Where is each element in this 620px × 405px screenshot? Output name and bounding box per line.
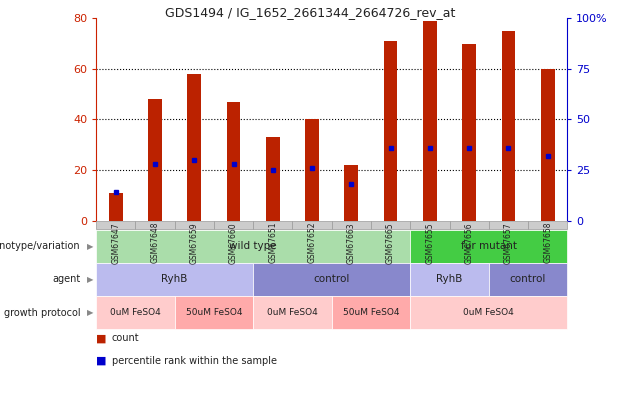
Bar bbox=[305, 119, 319, 221]
Text: 50uM FeSO4: 50uM FeSO4 bbox=[185, 308, 242, 317]
Bar bbox=[423, 21, 436, 221]
Bar bbox=[345, 165, 358, 221]
Text: ▶: ▶ bbox=[87, 275, 93, 284]
Text: ■: ■ bbox=[96, 356, 107, 366]
Text: wild type: wild type bbox=[229, 241, 277, 251]
Text: 0uM FeSO4: 0uM FeSO4 bbox=[463, 308, 514, 317]
Text: control: control bbox=[510, 275, 546, 284]
Text: RyhB: RyhB bbox=[161, 275, 188, 284]
Text: fur mutant: fur mutant bbox=[461, 241, 516, 251]
Text: GSM67648: GSM67648 bbox=[151, 222, 159, 263]
Bar bbox=[148, 99, 162, 221]
Text: count: count bbox=[112, 333, 140, 343]
Bar bbox=[266, 137, 280, 221]
Text: GSM67659: GSM67659 bbox=[190, 222, 199, 264]
Text: ▶: ▶ bbox=[87, 308, 93, 317]
Text: GSM67647: GSM67647 bbox=[111, 222, 120, 264]
Text: genotype/variation: genotype/variation bbox=[0, 241, 81, 251]
Bar bbox=[227, 102, 241, 221]
Text: GSM67658: GSM67658 bbox=[543, 222, 552, 263]
Text: 50uM FeSO4: 50uM FeSO4 bbox=[343, 308, 399, 317]
Text: percentile rank within the sample: percentile rank within the sample bbox=[112, 356, 277, 366]
Text: 0uM FeSO4: 0uM FeSO4 bbox=[267, 308, 318, 317]
Text: 0uM FeSO4: 0uM FeSO4 bbox=[110, 308, 161, 317]
Text: GSM67657: GSM67657 bbox=[504, 222, 513, 264]
Bar bbox=[541, 69, 554, 221]
Bar bbox=[109, 193, 123, 221]
Text: ■: ■ bbox=[96, 333, 107, 343]
Bar bbox=[502, 31, 515, 221]
Text: GSM67651: GSM67651 bbox=[268, 222, 277, 263]
Text: growth protocol: growth protocol bbox=[4, 308, 81, 318]
Text: GSM67656: GSM67656 bbox=[464, 222, 474, 264]
Text: control: control bbox=[314, 275, 350, 284]
Text: RyhB: RyhB bbox=[436, 275, 463, 284]
Text: GSM67655: GSM67655 bbox=[425, 222, 435, 264]
Bar bbox=[187, 74, 201, 221]
Text: GDS1494 / IG_1652_2661344_2664726_rev_at: GDS1494 / IG_1652_2661344_2664726_rev_at bbox=[165, 6, 455, 19]
Text: GSM67660: GSM67660 bbox=[229, 222, 238, 264]
Text: GSM67652: GSM67652 bbox=[308, 222, 317, 263]
Text: ▶: ▶ bbox=[87, 242, 93, 251]
Bar bbox=[463, 44, 476, 221]
Bar bbox=[384, 41, 397, 221]
Text: agent: agent bbox=[52, 275, 81, 284]
Text: GSM67665: GSM67665 bbox=[386, 222, 395, 264]
Text: GSM67663: GSM67663 bbox=[347, 222, 356, 264]
